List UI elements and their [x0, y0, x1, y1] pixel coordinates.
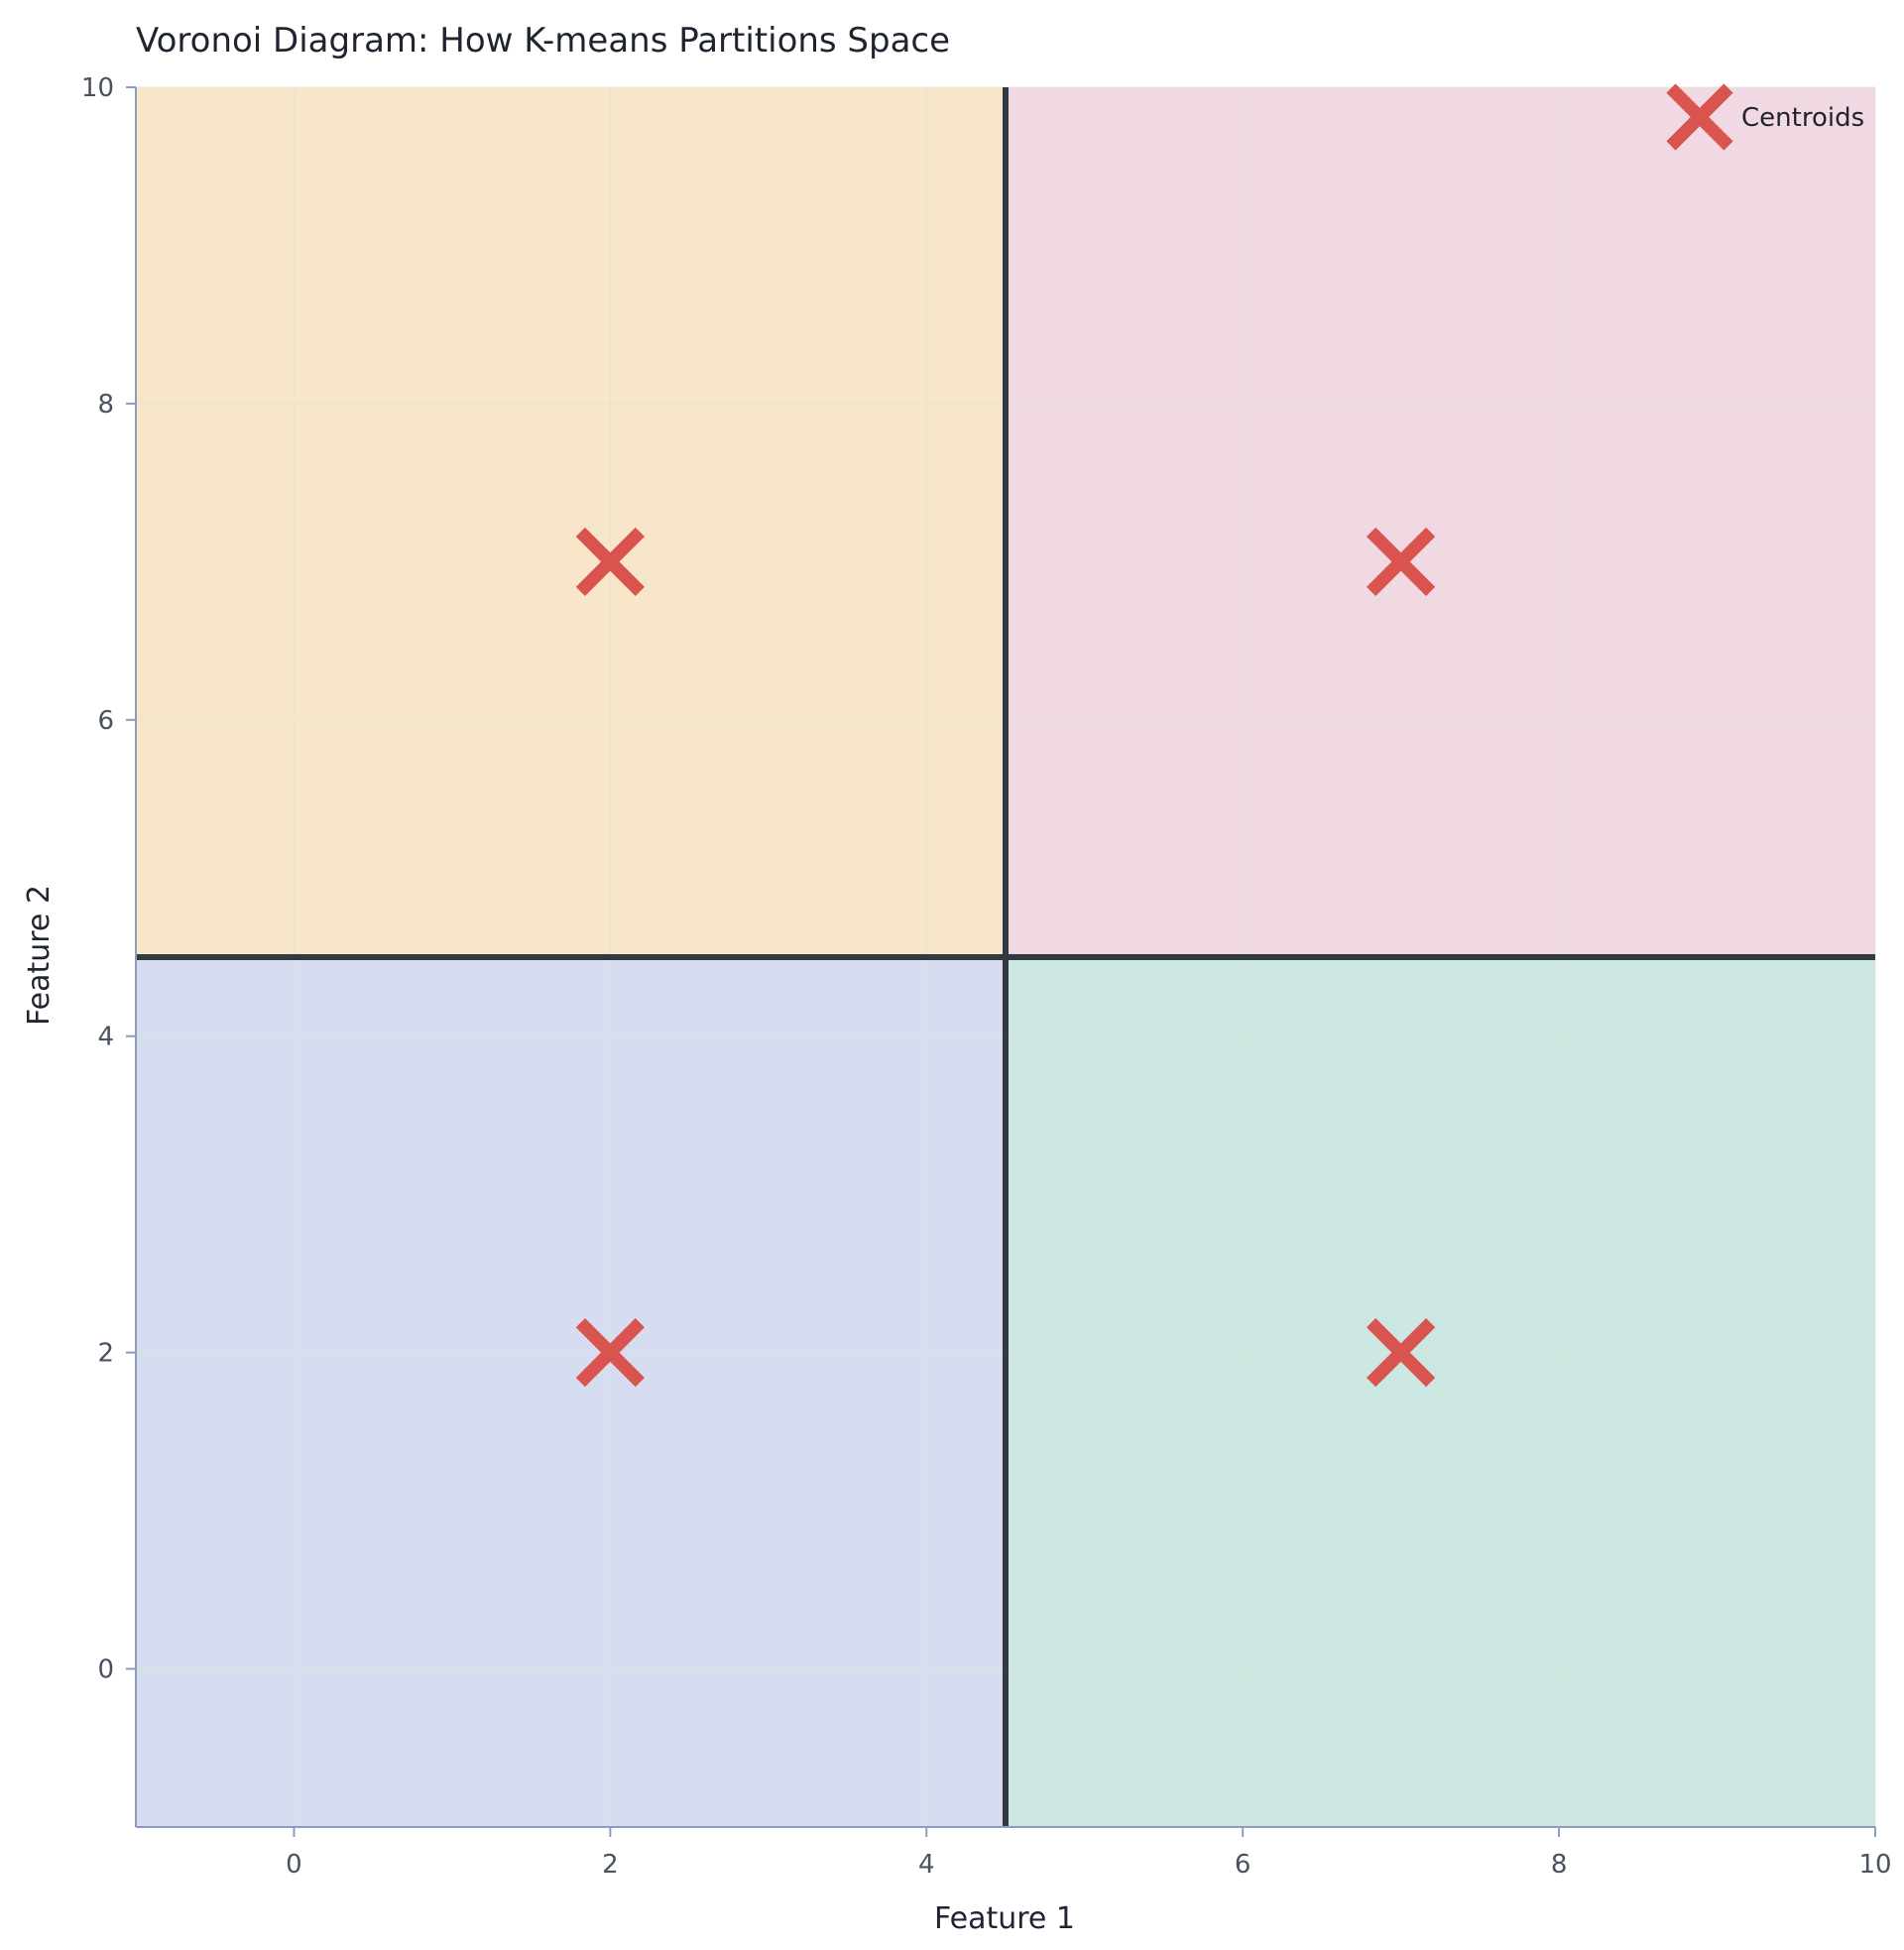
centroid-marker — [575, 527, 645, 596]
y-tick-label: 10 — [81, 73, 114, 103]
legend: Centroids — [1666, 83, 1864, 151]
region-top-right — [1006, 87, 1875, 957]
centroid-stroke — [1666, 83, 1733, 151]
region-bottom-right — [1006, 957, 1875, 1827]
region-bottom-left — [136, 957, 1006, 1827]
regions-layer — [136, 87, 1875, 1827]
x-tick-label: 2 — [602, 1850, 619, 1880]
legend-marker — [1666, 83, 1733, 151]
centroid-marker — [575, 1318, 645, 1388]
chart-title: Voronoi Diagram: How K-means Partitions … — [136, 21, 950, 61]
x-tick-label: 8 — [1551, 1850, 1568, 1880]
centroid-marker — [1367, 1318, 1436, 1388]
x-tick-label: 4 — [918, 1850, 935, 1880]
centroid-stroke — [575, 527, 645, 596]
y-tick-label: 8 — [97, 390, 114, 420]
y-axis-label: Feature 2 — [22, 885, 57, 1026]
x-tick-label: 6 — [1235, 1850, 1251, 1880]
axes-layer — [135, 87, 1875, 1828]
x-tick-label: 0 — [286, 1850, 302, 1880]
centroid-stroke — [1367, 1318, 1436, 1388]
y-tick-label: 0 — [97, 1655, 114, 1685]
centroid-points — [575, 527, 1436, 1388]
x-axis-label: Feature 1 — [934, 1901, 1075, 1936]
region-top-left — [136, 87, 1006, 957]
y-tick-label: 6 — [97, 706, 114, 736]
boundary-layer — [136, 87, 1875, 1827]
ticks-layer: 0 2 4 6 8 10 0 2 4 6 8 10 — [81, 73, 1892, 1880]
centroid-marker — [1367, 527, 1436, 596]
legend-label: Centroids — [1741, 103, 1864, 133]
y-tick-label: 2 — [97, 1339, 114, 1369]
centroid-stroke — [575, 1318, 645, 1388]
x-tick-label: 10 — [1858, 1850, 1891, 1880]
centroid-stroke — [1367, 527, 1436, 596]
y-tick-label: 4 — [97, 1023, 114, 1052]
